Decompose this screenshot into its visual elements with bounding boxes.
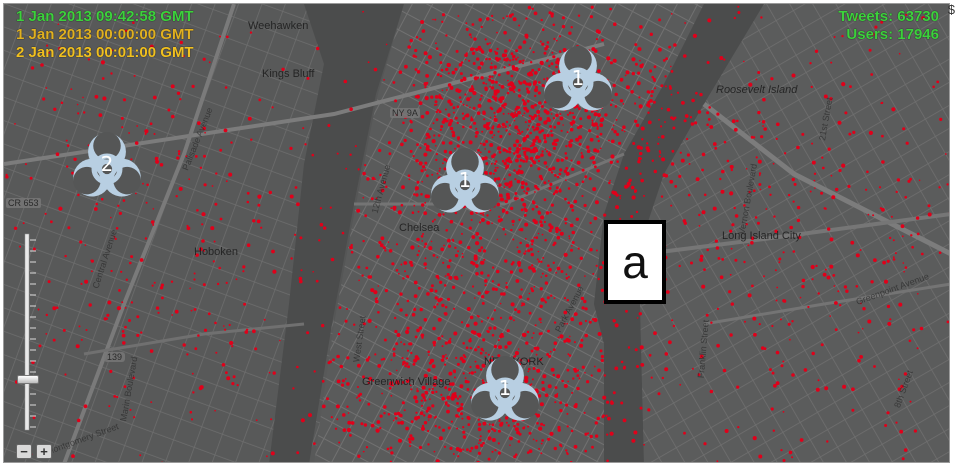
hudson-river bbox=[269, 4, 404, 462]
place-label-kings-bluff: Kings Bluff bbox=[262, 68, 315, 80]
annotation-label-box: a bbox=[604, 220, 666, 304]
hazard-count: 1 bbox=[498, 376, 512, 400]
place-label-chelsea: Chelsea bbox=[399, 222, 440, 234]
users-count: Users: 17946 bbox=[846, 26, 939, 43]
major-road bbox=[703, 282, 949, 326]
hazard-count: 1 bbox=[458, 168, 472, 192]
place-label-greenwich-village: Greenwich Village bbox=[362, 376, 451, 388]
biohazard-marker[interactable]: 1 bbox=[535, 40, 621, 126]
map-canvas[interactable] bbox=[4, 4, 950, 463]
map-view[interactable]: Weehawken Kings Bluff Hoboken Chelsea NE… bbox=[3, 3, 950, 463]
start-time: 1 Jan 2013 00:00:00 GMT bbox=[16, 26, 194, 43]
road-shield-ny9a: NY 9A bbox=[390, 108, 420, 118]
tweet-dots-layer bbox=[5, 5, 949, 462]
biohazard-icon bbox=[471, 356, 539, 421]
place-label-hoboken: Hoboken bbox=[194, 246, 239, 258]
biohazard-icon bbox=[544, 46, 612, 111]
zoom-out-button[interactable]: − bbox=[16, 444, 32, 459]
stats-readout: Tweets: 63730 Users: 17946 bbox=[838, 8, 939, 44]
hazard-count: 2 bbox=[100, 152, 114, 176]
biohazard-marker[interactable]: 2 bbox=[64, 126, 150, 212]
end-time: 2 Jan 2013 00:01:00 GMT bbox=[16, 44, 194, 61]
place-label-roosevelt-island: Roosevelt Island bbox=[716, 84, 798, 96]
major-road bbox=[702, 102, 949, 256]
major-road bbox=[83, 322, 305, 356]
place-label-long-island-city: Long Island City bbox=[722, 230, 801, 242]
biohazard-icon bbox=[73, 132, 141, 197]
zoom-in-button[interactable]: + bbox=[36, 444, 52, 459]
east-river bbox=[594, 4, 764, 462]
zoom-handle[interactable] bbox=[17, 375, 39, 385]
place-label-weehawken: Weehawken bbox=[248, 20, 309, 32]
biohazard-icon bbox=[431, 148, 499, 213]
road-shield-cr653: CR 653 bbox=[6, 198, 41, 208]
time-readout: 1 Jan 2013 09:42:58 GMT 1 Jan 2013 00:00… bbox=[16, 8, 194, 62]
tweets-count: Tweets: 63730 bbox=[838, 8, 939, 25]
manhattan-area bbox=[314, 4, 704, 462]
zoom-slider[interactable] bbox=[14, 232, 44, 438]
biohazard-marker[interactable]: 1 bbox=[462, 350, 548, 436]
major-road bbox=[62, 4, 236, 462]
zoom-track bbox=[24, 233, 36, 431]
edge-glyph: $ bbox=[947, 2, 955, 17]
hazard-count: 1 bbox=[571, 66, 585, 90]
biohazard-marker[interactable]: 1 bbox=[422, 142, 508, 228]
road-shield-139: 139 bbox=[104, 352, 126, 362]
current-time: 1 Jan 2013 09:42:58 GMT bbox=[16, 8, 194, 25]
major-road bbox=[643, 212, 949, 256]
